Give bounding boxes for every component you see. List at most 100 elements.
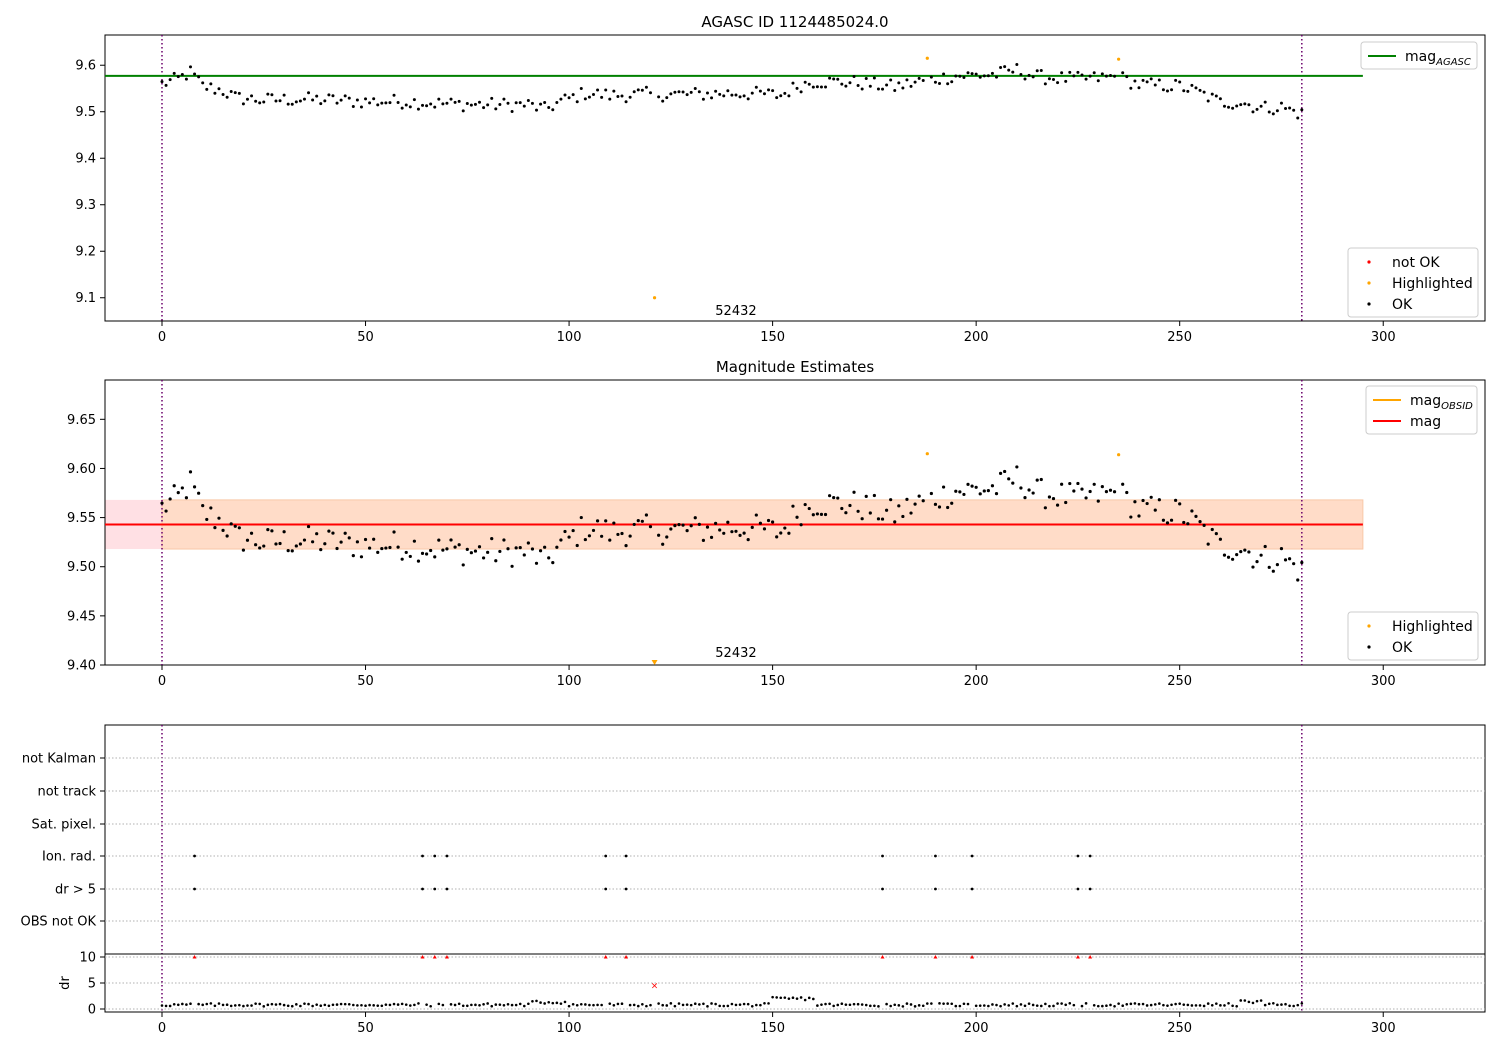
data-point-ok bbox=[758, 89, 762, 93]
dr-point bbox=[347, 1002, 351, 1006]
legend-label: Highlighted bbox=[1392, 276, 1473, 292]
dr-point bbox=[437, 1002, 441, 1006]
data-point-ok bbox=[266, 92, 270, 96]
data-point-ok bbox=[457, 99, 461, 103]
data-point-ok bbox=[677, 522, 681, 527]
data-point-ok bbox=[1161, 518, 1166, 522]
dr-point bbox=[1125, 1003, 1129, 1006]
data-point-ok bbox=[514, 101, 518, 105]
y-tick-label: 9.40 bbox=[67, 659, 96, 674]
dr-point bbox=[775, 996, 778, 999]
data-point-ok bbox=[640, 88, 644, 92]
data-point-ok bbox=[1100, 485, 1104, 489]
data-point-ok bbox=[921, 79, 925, 83]
dr-point bbox=[233, 1004, 237, 1007]
data-point-ok bbox=[946, 82, 950, 86]
data-point-ok bbox=[180, 72, 184, 76]
data-point-ok bbox=[241, 548, 246, 552]
dr-point bbox=[197, 1002, 200, 1006]
data-point-ok bbox=[331, 531, 335, 535]
data-point-ok bbox=[995, 75, 999, 79]
data-point-ok bbox=[339, 540, 343, 544]
dr-point bbox=[856, 1002, 860, 1006]
dr-point bbox=[917, 1004, 921, 1007]
flag-point bbox=[934, 854, 937, 858]
data-point-ok bbox=[237, 526, 241, 530]
data-point-highlighted bbox=[925, 56, 929, 60]
data-point-ok bbox=[311, 540, 315, 544]
dr-point bbox=[1109, 1003, 1112, 1007]
dr-point bbox=[1190, 1004, 1194, 1007]
flag-point bbox=[881, 854, 884, 858]
dr-point bbox=[588, 1003, 591, 1007]
dr-point bbox=[807, 996, 811, 1000]
dr-point bbox=[755, 1003, 758, 1007]
data-point-ok bbox=[1169, 518, 1174, 522]
dr-point bbox=[315, 1003, 318, 1006]
data-point-ok bbox=[999, 66, 1003, 70]
dr-point bbox=[201, 1003, 204, 1007]
data-point-ok bbox=[1161, 88, 1165, 92]
data-point-ok bbox=[815, 85, 819, 89]
data-point-ok bbox=[547, 106, 551, 110]
dr-point bbox=[803, 998, 807, 1002]
data-point-ok bbox=[551, 560, 555, 565]
dr-point bbox=[1239, 999, 1243, 1002]
data-point-ok bbox=[530, 101, 534, 105]
data-point-ok bbox=[543, 545, 547, 549]
data-point-ok bbox=[518, 545, 522, 550]
dr-point bbox=[1223, 1004, 1226, 1007]
data-point-ok bbox=[363, 537, 368, 542]
data-point-ok bbox=[1182, 89, 1186, 93]
data-point-ok bbox=[795, 515, 799, 519]
flag-point bbox=[881, 887, 884, 891]
data-point-ok bbox=[669, 92, 673, 96]
dr-point bbox=[824, 1002, 827, 1006]
data-point-ok bbox=[917, 76, 921, 80]
dr-tick-label: 10 bbox=[79, 951, 96, 966]
dr-point bbox=[681, 1003, 685, 1007]
data-point-ok bbox=[1104, 489, 1109, 494]
data-point-ok bbox=[539, 102, 543, 106]
data-point-ok bbox=[1031, 491, 1035, 495]
dr-point bbox=[612, 1003, 616, 1007]
data-point-ok bbox=[1076, 70, 1080, 74]
data-point-ok bbox=[767, 88, 771, 92]
data-point-ok bbox=[245, 97, 249, 101]
dr-point bbox=[1137, 1002, 1141, 1006]
dr-point bbox=[258, 1002, 261, 1006]
data-point-ok bbox=[1271, 569, 1275, 573]
dr-point bbox=[555, 1001, 559, 1005]
data-point-ok bbox=[510, 564, 514, 568]
y-tick-label: 9.6 bbox=[75, 59, 96, 74]
data-point-highlighted bbox=[1117, 453, 1121, 457]
data-point-ok bbox=[1056, 81, 1060, 85]
dr-point bbox=[262, 1005, 266, 1008]
data-point-ok bbox=[274, 99, 278, 103]
data-point-ok bbox=[632, 522, 636, 527]
dr-point bbox=[1235, 1004, 1238, 1008]
data-point-ok bbox=[986, 489, 990, 493]
dr-point bbox=[1105, 1004, 1108, 1008]
dr-point bbox=[966, 1002, 970, 1006]
data-point-ok bbox=[762, 527, 767, 531]
data-point-ok bbox=[1076, 481, 1080, 486]
data-point-ok bbox=[205, 517, 209, 522]
dr-point bbox=[303, 1002, 306, 1005]
legend-point-swatch bbox=[1367, 281, 1371, 285]
dr-point bbox=[559, 1002, 563, 1005]
dr-point bbox=[1113, 1004, 1116, 1008]
dr-point bbox=[661, 1003, 664, 1007]
data-point-ok bbox=[730, 93, 734, 97]
dr-point bbox=[1064, 1003, 1068, 1007]
data-point-ok bbox=[872, 493, 876, 498]
data-point-ok bbox=[836, 77, 840, 81]
data-point-ok bbox=[1011, 70, 1015, 74]
dr-point bbox=[189, 1002, 192, 1006]
data-point-ok bbox=[355, 540, 359, 544]
data-point-ok bbox=[897, 81, 901, 85]
dr-point bbox=[335, 1003, 339, 1006]
data-point-ok bbox=[193, 72, 197, 76]
data-point-ok bbox=[1023, 77, 1027, 81]
data-point-ok bbox=[225, 534, 229, 538]
